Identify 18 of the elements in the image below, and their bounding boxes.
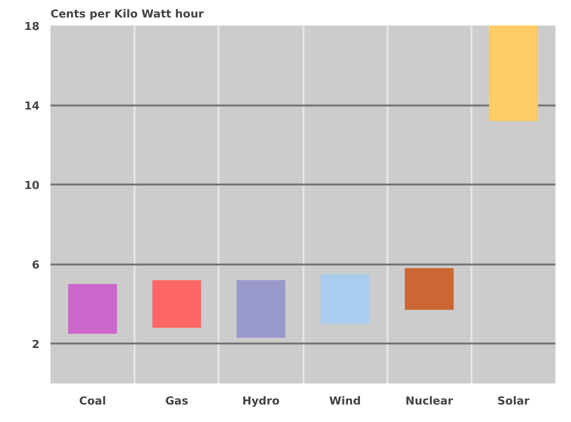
x-tick-label: Solar	[497, 394, 530, 408]
chart-title: Cents per Kilo Watt hour	[50, 8, 204, 20]
bar	[320, 274, 370, 324]
bar	[152, 280, 202, 328]
bar	[404, 268, 454, 310]
bar	[68, 284, 117, 334]
y-tick-label: 14	[24, 100, 40, 113]
x-tick-label: Gas	[165, 394, 189, 408]
y-tick-label: 2	[32, 338, 40, 352]
x-tick-label: Wind	[329, 394, 361, 408]
y-tick-label: 18	[24, 20, 40, 33]
x-tick-label: Hydro	[242, 394, 280, 408]
x-tick-label: Nuclear	[405, 394, 454, 408]
bar	[489, 26, 538, 121]
y-tick-label: 10	[24, 179, 40, 192]
bar	[236, 280, 286, 338]
y-tick-label: 6	[32, 258, 40, 272]
x-tick-label: Coal	[79, 394, 106, 408]
